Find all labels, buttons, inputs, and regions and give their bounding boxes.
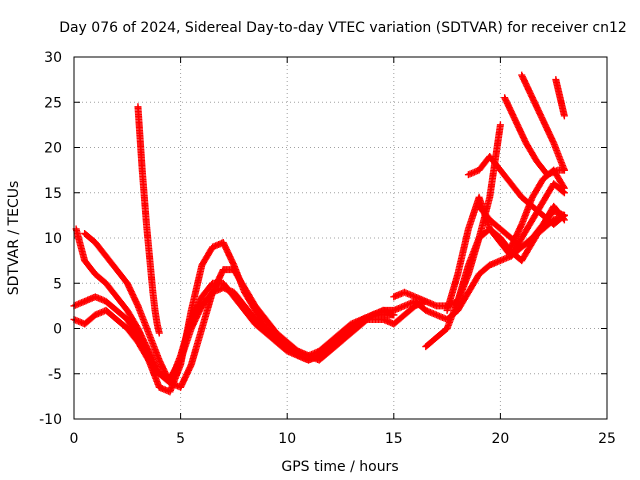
tick-labels: 0 5 10 15 20 25 -10 -5 0 5 10 15 20 25 30 — [39, 50, 616, 447]
x-tick-label: 15 — [385, 431, 403, 447]
x-tick-label: 25 — [598, 431, 616, 447]
series-track-n — [552, 76, 568, 120]
x-tick-label: 10 — [278, 431, 296, 447]
y-tick-label: 10 — [44, 231, 62, 247]
y-tick-label: 15 — [44, 186, 62, 202]
data-point — [560, 184, 568, 192]
data-point — [390, 311, 398, 319]
data-point — [560, 183, 568, 191]
x-tick-label: 20 — [491, 431, 509, 447]
series-track-j — [475, 202, 568, 251]
data-point — [559, 215, 567, 223]
series-track-d — [70, 284, 430, 382]
x-axis-label: GPS time / hours — [281, 459, 398, 475]
data-marks — [70, 71, 568, 396]
data-point — [560, 166, 568, 174]
data-point — [560, 112, 568, 120]
series-track-l — [501, 94, 568, 179]
data-point — [560, 216, 568, 224]
y-tick-label: -5 — [48, 367, 62, 383]
y-tick-label: -10 — [39, 412, 62, 428]
y-tick-label: 20 — [44, 141, 62, 157]
plot-frame — [73, 56, 608, 420]
data-point — [155, 329, 163, 337]
y-tick-label: 0 — [53, 322, 62, 338]
x-tick-label: 0 — [70, 431, 79, 447]
series-track-e — [134, 103, 163, 337]
y-tick-label: 30 — [44, 50, 62, 66]
y-tick-label: 5 — [53, 276, 62, 292]
y-axis-label: SDTVAR / TECUs — [6, 181, 22, 296]
series-track-m — [518, 71, 568, 174]
y-tick-label: 25 — [44, 95, 62, 111]
data-point — [496, 121, 504, 129]
chart-title: Day 076 of 2024, Sidereal Day-to-day VTE… — [59, 20, 627, 36]
x-tick-label: 5 — [176, 431, 185, 447]
